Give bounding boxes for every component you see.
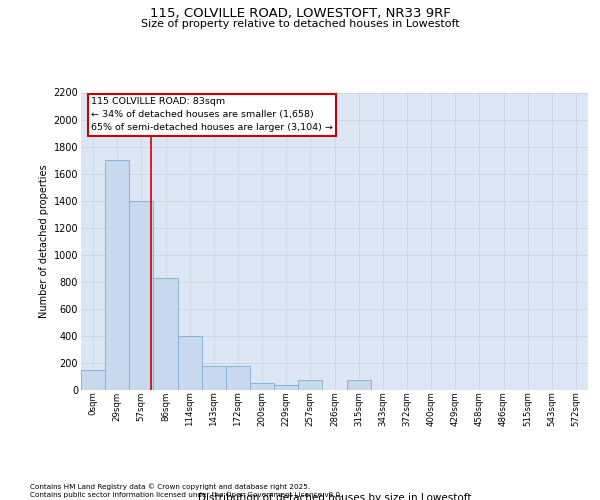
Bar xyxy=(81,370,105,390)
Y-axis label: Number of detached properties: Number of detached properties xyxy=(40,164,49,318)
Bar xyxy=(226,366,250,390)
Text: Size of property relative to detached houses in Lowestoft: Size of property relative to detached ho… xyxy=(140,19,460,29)
Bar xyxy=(250,383,274,390)
Bar xyxy=(202,366,226,390)
Bar xyxy=(347,380,371,390)
Bar xyxy=(105,160,129,390)
Text: Contains HM Land Registry data © Crown copyright and database right 2025.
Contai: Contains HM Land Registry data © Crown c… xyxy=(30,484,343,498)
Text: 115, COLVILLE ROAD, LOWESTOFT, NR33 9RF: 115, COLVILLE ROAD, LOWESTOFT, NR33 9RF xyxy=(149,8,451,20)
Bar xyxy=(154,278,178,390)
Bar xyxy=(274,386,298,390)
Bar xyxy=(129,200,154,390)
Text: 115 COLVILLE ROAD: 83sqm
← 34% of detached houses are smaller (1,658)
65% of sem: 115 COLVILLE ROAD: 83sqm ← 34% of detach… xyxy=(91,97,333,132)
Bar xyxy=(298,380,322,390)
Bar xyxy=(178,336,202,390)
X-axis label: Distribution of detached houses by size in Lowestoft: Distribution of detached houses by size … xyxy=(198,493,471,500)
